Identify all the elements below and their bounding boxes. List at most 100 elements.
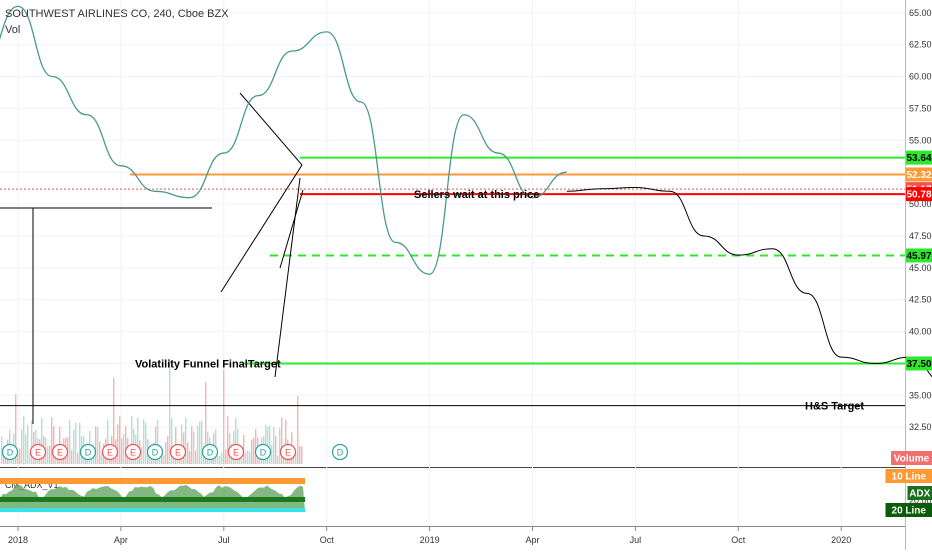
volume-bar [101, 453, 102, 464]
volume-bar [193, 432, 194, 464]
volume-bar [191, 426, 192, 464]
event-marker-label: E [35, 448, 41, 458]
volume-bar [71, 450, 72, 464]
event-marker-label: E [57, 448, 63, 458]
volume-bar [219, 456, 220, 464]
event-marker-label: E [233, 448, 239, 458]
volume-bar [255, 429, 256, 464]
volume-bar [97, 427, 98, 464]
annotation-text: H&S Target [805, 401, 864, 413]
volume-bar [299, 446, 300, 464]
volume-bar [217, 456, 218, 464]
event-marker-label: D [85, 448, 92, 458]
x-tick-label: 2020 [831, 535, 851, 545]
volume-bar [189, 451, 190, 464]
event-marker-label: E [285, 448, 291, 458]
event-marker-label: E [107, 448, 113, 458]
volume-bar [185, 418, 186, 464]
projection-path [567, 187, 932, 401]
x-tick-label: Jul [630, 535, 642, 545]
adx-indicator-pane: CM_ADX_V1 [0, 478, 305, 512]
volume-bar [27, 425, 28, 464]
volume-bar [49, 445, 50, 464]
x-tick-label: Oct [731, 535, 746, 545]
volume-bar [247, 450, 248, 464]
y-tick-label: 62.50 [909, 40, 932, 50]
volume-bar [117, 425, 118, 464]
volume-bar [25, 434, 26, 464]
volume-bar [275, 436, 276, 464]
price-badge-label: 45.97 [906, 251, 931, 262]
annotation-text: Sellers wait at this price [414, 189, 539, 201]
volume-bar [29, 453, 30, 464]
volume-bar [195, 450, 196, 464]
event-marker-label: D [207, 448, 214, 458]
volume-bar [197, 426, 198, 464]
volume-bar [19, 448, 20, 464]
volume-bar [123, 434, 124, 464]
price-badge-label: 37.50 [906, 359, 931, 370]
volume-bar [187, 443, 188, 464]
volume-bar [53, 426, 54, 464]
volume-bar [69, 420, 70, 464]
volume-bar [245, 452, 246, 464]
event-marker-label: E [130, 448, 136, 458]
volume-bar [199, 421, 200, 464]
twenty-line-band [0, 497, 305, 502]
volume-bar [167, 436, 168, 464]
volume-bar [121, 438, 122, 464]
volume-bar [73, 430, 74, 464]
annotation-text: Volatility Funnel FinalTarget [135, 358, 281, 370]
pane-badge-label: 10 Line [892, 472, 927, 483]
volume-bar [253, 438, 254, 464]
volume-bar [273, 427, 274, 464]
y-tick-label: 65.00 [909, 8, 932, 18]
x-tick-label: 2018 [8, 535, 28, 545]
price-badge-label: 50.78 [906, 190, 931, 201]
volume-bar [23, 417, 24, 464]
trend-drawings[interactable] [0, 93, 303, 424]
event-marker-label: D [7, 448, 14, 458]
y-tick-label: 55.00 [909, 135, 932, 145]
event-marker-label: D [260, 448, 267, 458]
pane-badge-label: 20 Line [892, 506, 927, 517]
y-tick-label: 35.00 [909, 390, 932, 400]
x-tick-label: Jul [218, 535, 230, 545]
x-tick-label: Apr [525, 535, 539, 545]
volume-bar [95, 426, 96, 464]
y-tick-label: 45.00 [909, 263, 932, 273]
funnel-drawing [275, 178, 300, 377]
y-tick-label: 42.50 [909, 295, 932, 305]
price-badge-label: 53.64 [906, 153, 931, 164]
volume-bar [279, 428, 280, 464]
volume-bar [297, 396, 298, 464]
volume-bar [223, 369, 224, 464]
volume-bar [99, 442, 100, 464]
annotations: Sellers wait at this price Volatility Fun… [135, 189, 864, 413]
volume-bar [221, 452, 222, 464]
y-tick-label: 47.50 [909, 231, 932, 241]
volume-bar [169, 361, 170, 464]
price-badge-label: 52.32 [906, 170, 931, 181]
x-tick-label: Apr [114, 535, 128, 545]
ten-line-band [0, 478, 305, 484]
volume-bar [277, 455, 278, 464]
volume-label: Vol [5, 24, 20, 36]
y-tick-label: 40.00 [909, 327, 932, 337]
volume-bar [21, 429, 22, 464]
y-tick-label: 32.50 [909, 422, 932, 432]
chart-title: SOUTHWEST AIRLINES CO, 240, Cboe BZX [5, 8, 229, 20]
volume-bar [271, 445, 272, 464]
volume-bar [141, 447, 142, 464]
volume-bar [301, 446, 302, 464]
volume-bar [165, 442, 166, 464]
volume-bar [251, 439, 252, 464]
x-tick-label: Oct [320, 535, 335, 545]
volume-bar [47, 447, 48, 464]
y-tick-label: 60.00 [909, 72, 932, 82]
volume-bar [227, 416, 228, 464]
event-marker-label: D [152, 448, 159, 458]
